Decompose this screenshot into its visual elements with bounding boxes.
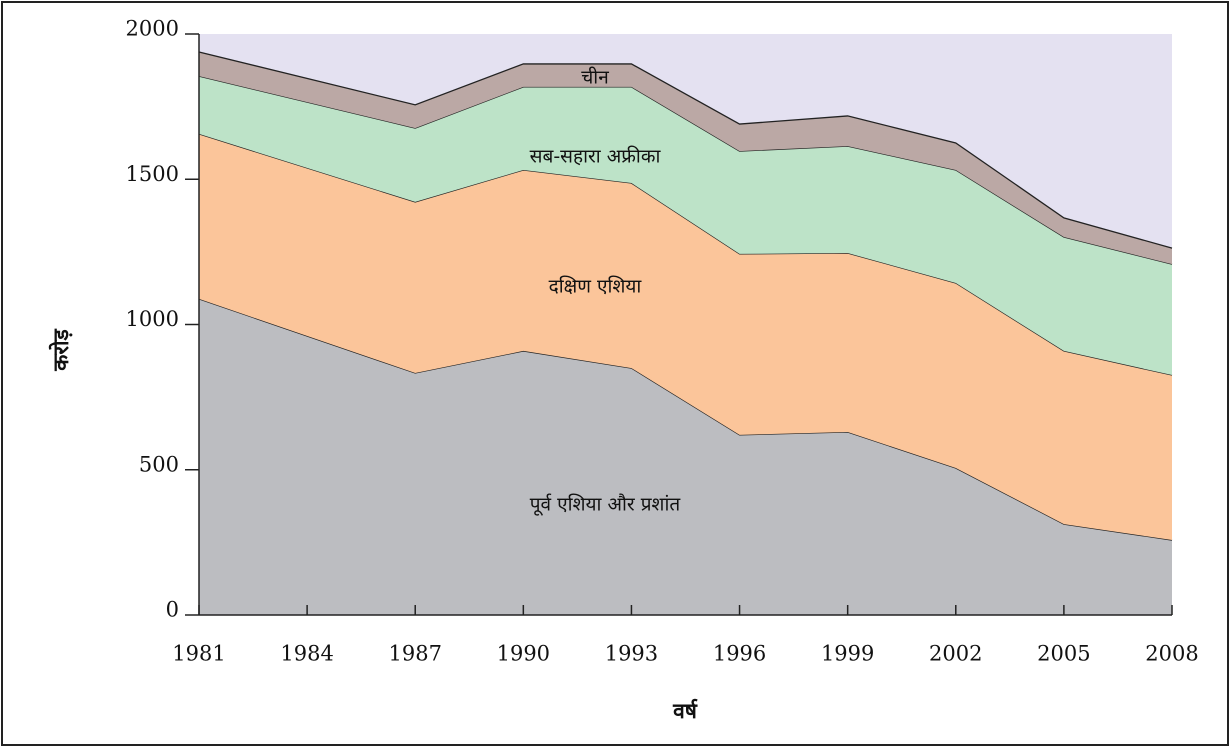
series-label: पूर्व एशिया और प्रशांत xyxy=(530,493,682,517)
x-tick-label: 1993 xyxy=(605,642,658,666)
x-tick-label: 1984 xyxy=(280,642,333,666)
series-label: चीन xyxy=(581,66,609,89)
x-tick-label: 1996 xyxy=(713,642,766,666)
x-tick-label: 2005 xyxy=(1037,642,1090,666)
y-tick-label: 500 xyxy=(139,452,179,476)
x-tick-label: 1987 xyxy=(388,642,441,666)
area xyxy=(199,298,1172,615)
series-label: सब-सहारा अफ्रीका xyxy=(530,145,662,168)
y-tick-label: 1000 xyxy=(126,307,179,331)
area xyxy=(199,133,1172,541)
area-top-line xyxy=(198,51,1173,249)
area xyxy=(199,76,1172,376)
area xyxy=(199,52,1172,265)
x-tick-label: 2002 xyxy=(929,642,982,666)
y-tick-label: 0 xyxy=(166,598,179,622)
x-tick-label: 1981 xyxy=(172,642,225,666)
y-axis-label: करोड़ xyxy=(48,329,73,372)
x-tick-label: 1990 xyxy=(497,642,550,666)
series-label: दक्षिण एशिया xyxy=(549,275,643,298)
x-tick-label: 2008 xyxy=(1145,642,1198,666)
x-tick-label: 1999 xyxy=(821,642,874,666)
y-tick-label: 2000 xyxy=(126,17,179,41)
y-tick-label: 1500 xyxy=(126,162,179,186)
x-axis-label: वर्ष xyxy=(672,698,698,723)
